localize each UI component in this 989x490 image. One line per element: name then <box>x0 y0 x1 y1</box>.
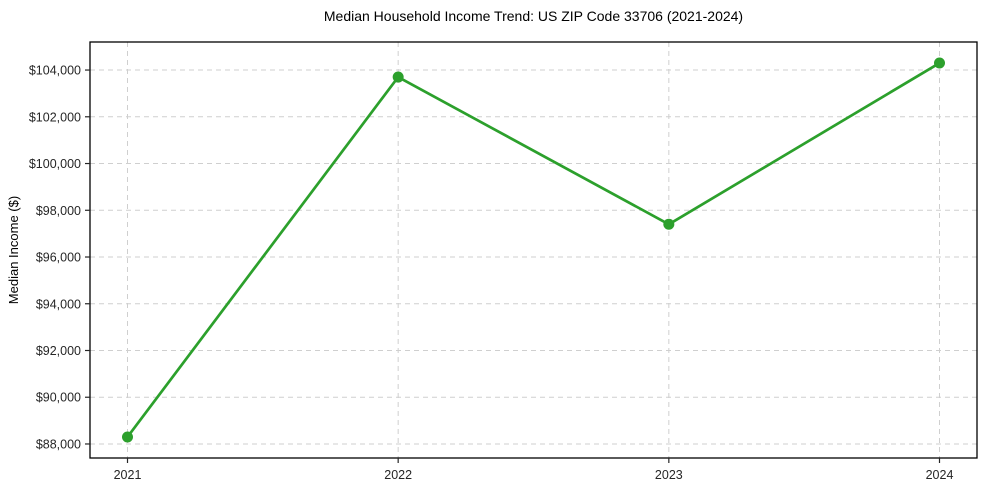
data-point <box>392 71 404 83</box>
y-tick-label: $92,000 <box>36 344 81 358</box>
trend-line <box>126 61 941 439</box>
plot-border <box>89 41 978 459</box>
data-point <box>122 431 133 443</box>
x-tick-label: 2021 <box>114 468 142 482</box>
y-tick-label: $90,000 <box>36 391 81 405</box>
y-tick-label: $88,000 <box>36 437 81 451</box>
x-tick-label: 2024 <box>926 468 954 482</box>
data-point <box>934 57 945 69</box>
y-tick-label: $94,000 <box>36 297 81 311</box>
y-tick-label: $104,000 <box>29 64 81 78</box>
x-tick-label: 2023 <box>655 468 683 482</box>
y-axis-label: Median Income ($) <box>6 195 21 305</box>
data-point <box>663 218 675 230</box>
y-tick-label: $96,000 <box>36 251 81 265</box>
chart-title: Median Household Income Trend: US ZIP Co… <box>323 8 744 24</box>
y-tick-label: $100,000 <box>29 157 81 171</box>
x-tick-label: 2022 <box>384 468 412 482</box>
y-tick-label: $98,000 <box>36 204 81 218</box>
y-tick-label: $102,000 <box>29 110 81 124</box>
